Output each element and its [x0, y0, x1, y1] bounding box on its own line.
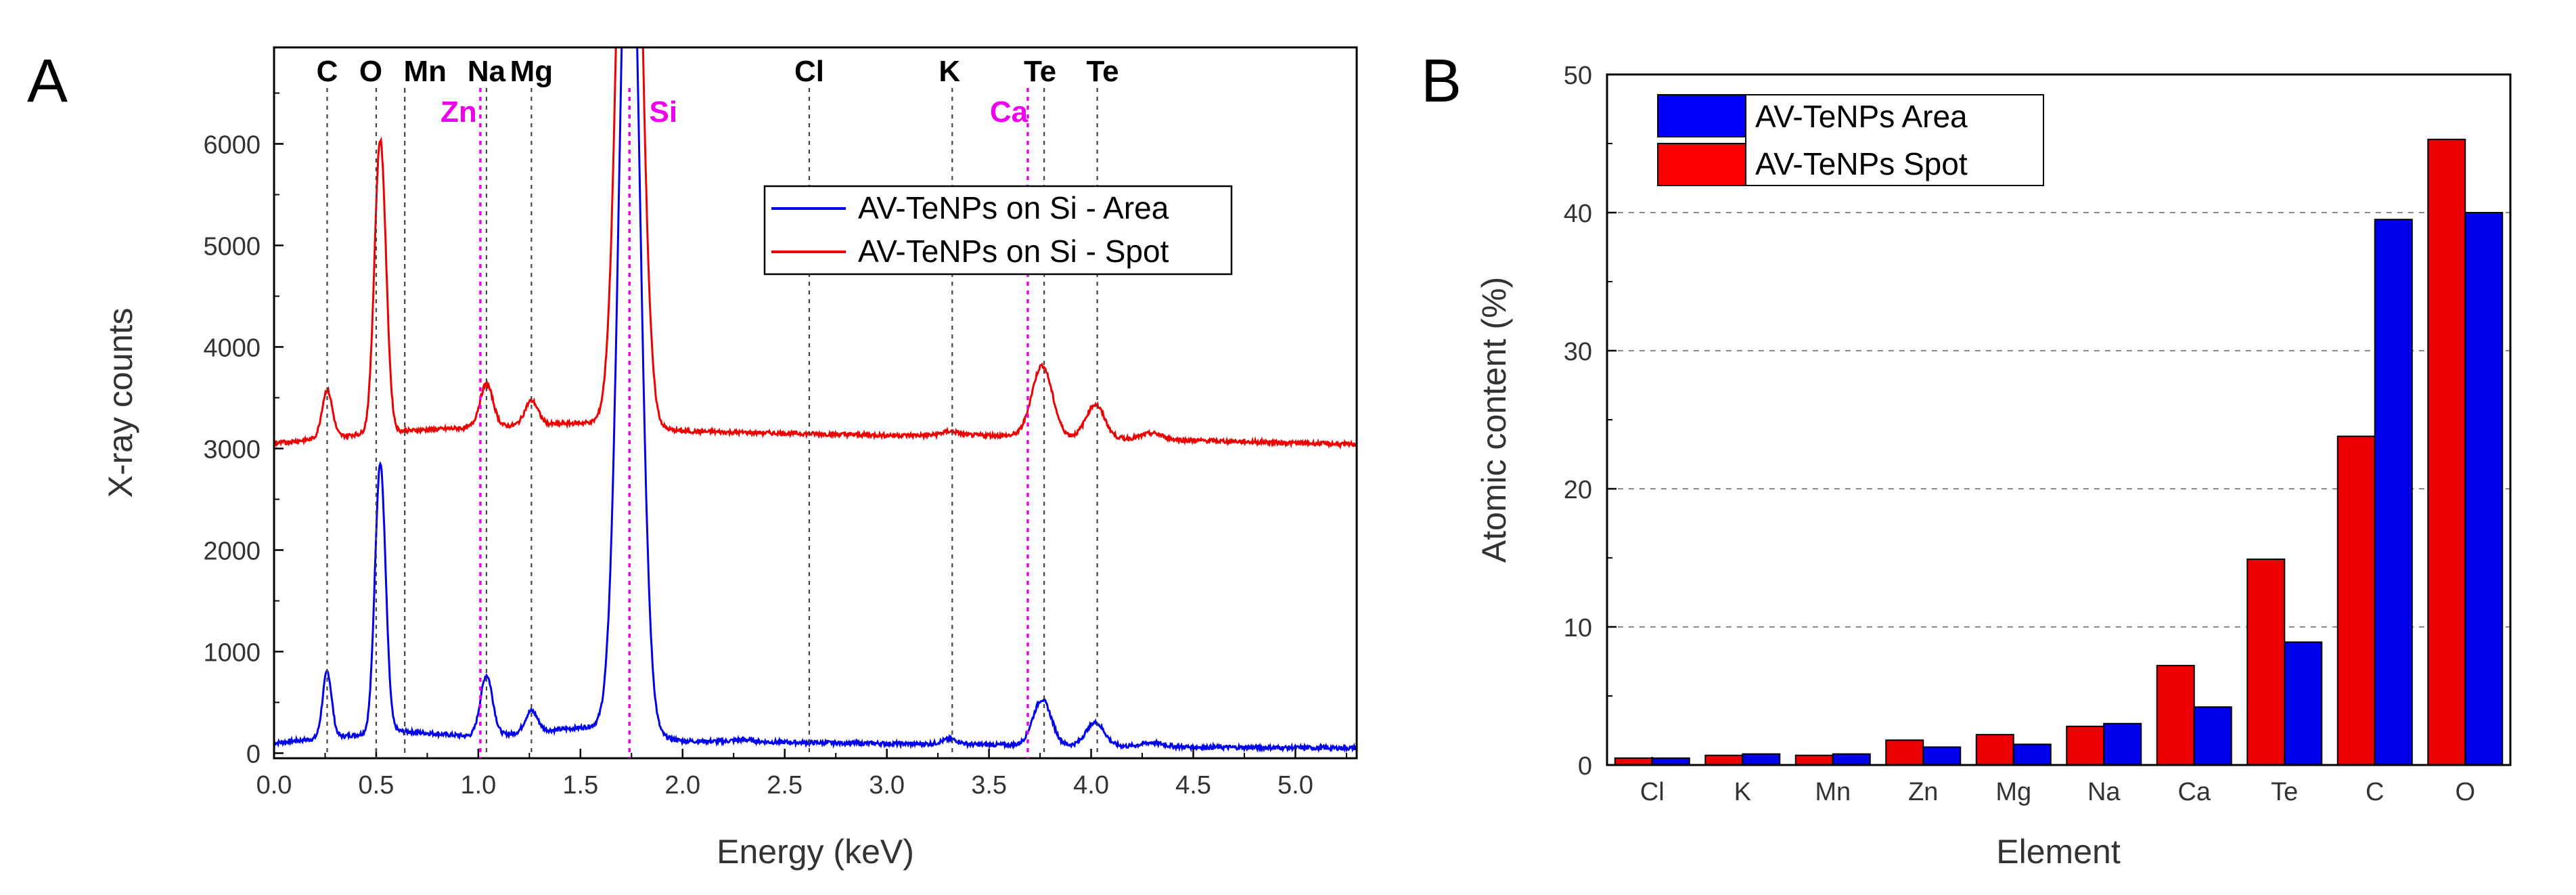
bar-spot-o	[2427, 138, 2466, 766]
bar-spot-zn	[1885, 739, 1924, 766]
spectrum-legend-spot: AV-TeNPs on Si - Spot	[858, 234, 1169, 269]
bar-area-c	[2374, 219, 2413, 766]
bar-legend-area: AV-TeNPs Area	[1755, 99, 1968, 134]
bar-x-tick-label: Mn	[1815, 778, 1851, 806]
bar-area-ca	[2193, 706, 2232, 766]
spectrum-plot-frame	[273, 46, 1358, 760]
bar-area-mg	[2012, 743, 2052, 766]
legend-swatch-bar-area	[1657, 94, 1746, 137]
spectrum-x-tick-label: 0.5	[359, 771, 394, 800]
panel-label-b: B	[1421, 47, 1462, 115]
bar-spot-c	[2336, 435, 2376, 766]
bar-spot-na	[2066, 725, 2105, 766]
bar-area-k	[1742, 753, 1781, 766]
spectrum-legend: AV-TeNPs on Si - Area AV-TeNPs on Si - S…	[763, 185, 1233, 276]
element-marker-label-k: K	[939, 55, 960, 88]
bar-x-tick-label: Te	[2271, 778, 2298, 806]
bar-area-cl	[1651, 757, 1690, 766]
element-marker-label-cl: Cl	[794, 55, 824, 88]
spectrum-y-tick-label: 1000	[203, 639, 261, 668]
series-spot-line	[274, 47, 1357, 450]
element-marker-label-zn: Zn	[440, 95, 477, 129]
element-marker-label-te: Te	[1087, 55, 1119, 88]
spectrum-chart: 0.0 0.5 1.0 1.5 2.0 2.5 3.0 3.5 4.0 4.5 5.0 0 1000 20…	[101, 46, 1358, 871]
bar-area-mn	[1832, 753, 1871, 766]
bar-y-tick-label: 50	[1564, 62, 1592, 90]
spectrum-x-tick-label: 5.0	[1278, 771, 1313, 800]
spectrum-legend-area: AV-TeNPs on Si - Area	[858, 190, 1169, 225]
bar-x-tick-label: Ca	[2177, 778, 2211, 806]
spectrum-y-tick-label: 0	[246, 741, 261, 769]
spectrum-y-tick-label: 3000	[203, 436, 261, 464]
bar-x-tick-label: Na	[2087, 778, 2121, 806]
bar-spot-cl	[1614, 757, 1653, 766]
spectrum-y-tick-label: 4000	[203, 334, 261, 363]
spectrum-y-tick-label: 5000	[203, 233, 261, 261]
spectrum-x-tick-label: 0.0	[256, 771, 292, 800]
spectrum-x-tick-label: 4.0	[1073, 771, 1109, 800]
bar-area-o	[2464, 212, 2504, 766]
bar-spot-te	[2246, 559, 2286, 766]
spectrum-x-tick-label: 3.5	[971, 771, 1007, 800]
bar-area-te	[2284, 641, 2323, 766]
bar-y-tick-label: 40	[1564, 200, 1592, 228]
bar-spot-mn	[1794, 754, 1834, 766]
bar-legend-spot: AV-TeNPs Spot	[1755, 146, 1968, 181]
bar-spot-k	[1704, 754, 1744, 766]
spectrum-x-tick-label: 1.0	[460, 771, 496, 800]
spectrum-x-tick-label: 4.5	[1175, 771, 1211, 800]
bar-y-tick-label: 20	[1564, 476, 1592, 504]
bar-y-tick-label: 0	[1578, 752, 1592, 781]
bar-x-tick-label: K	[1734, 778, 1751, 806]
legend-swatch-bar-spot	[1657, 143, 1746, 186]
atomic-content-chart: 0 10 20 30 40 50 Cl K Mn Zn Mg Na Ca Te C O Element Ato…	[1475, 62, 2512, 871]
bar-y-axis-label: Atomic content (%)	[1475, 277, 1513, 563]
spectrum-x-tick-label: 1.5	[562, 771, 598, 800]
bar-x-tick-label: C	[2366, 778, 2384, 806]
bar-spot-mg	[1975, 734, 2014, 766]
element-marker-label-te: Te	[1024, 55, 1056, 88]
series-area-line	[274, 47, 1357, 754]
bar-y-tick-label: 30	[1564, 338, 1592, 366]
spectrum-x-tick-label: 2.5	[767, 771, 803, 800]
spectrum-x-tick-label: 2.0	[664, 771, 700, 800]
bar-x-tick-label: Mg	[1995, 778, 2031, 806]
bar-x-tick-label: O	[2455, 778, 2475, 806]
bar-legend: AV-TeNPs Area AV-TeNPs Spot	[1657, 94, 2044, 186]
element-marker-label-c: C	[317, 55, 338, 88]
spectrum-legend-box	[763, 185, 1233, 276]
panel-label-a: A	[27, 47, 68, 115]
spectrum-y-axis-label: X-ray counts	[101, 308, 139, 498]
element-marker-label-o: O	[359, 55, 382, 88]
element-marker-label-na: Na	[468, 55, 506, 88]
bar-y-tick-label: 10	[1564, 614, 1592, 642]
bar-spot-ca	[2156, 665, 2195, 766]
spectrum-y-tick-label: 6000	[203, 131, 261, 160]
element-marker-label-mg: Mg	[510, 55, 553, 88]
bar-x-tick-label: Zn	[1908, 778, 1938, 806]
element-marker-label-si: Si	[649, 95, 677, 129]
bar-x-axis-label: Element	[1996, 833, 2121, 871]
bar-x-tick-label: Cl	[1640, 778, 1665, 806]
bar-area-na	[2103, 722, 2142, 766]
bar-legend-text-box	[1745, 94, 2044, 186]
element-marker-label-ca: Ca	[990, 95, 1029, 129]
element-marker-label-mn: Mn	[403, 55, 447, 88]
bar-area-zn	[1922, 746, 1962, 766]
spectrum-x-tick-label: 3.0	[869, 771, 905, 800]
spectrum-x-axis-label: Energy (keV)	[717, 833, 914, 871]
spectrum-y-tick-label: 2000	[203, 538, 261, 566]
